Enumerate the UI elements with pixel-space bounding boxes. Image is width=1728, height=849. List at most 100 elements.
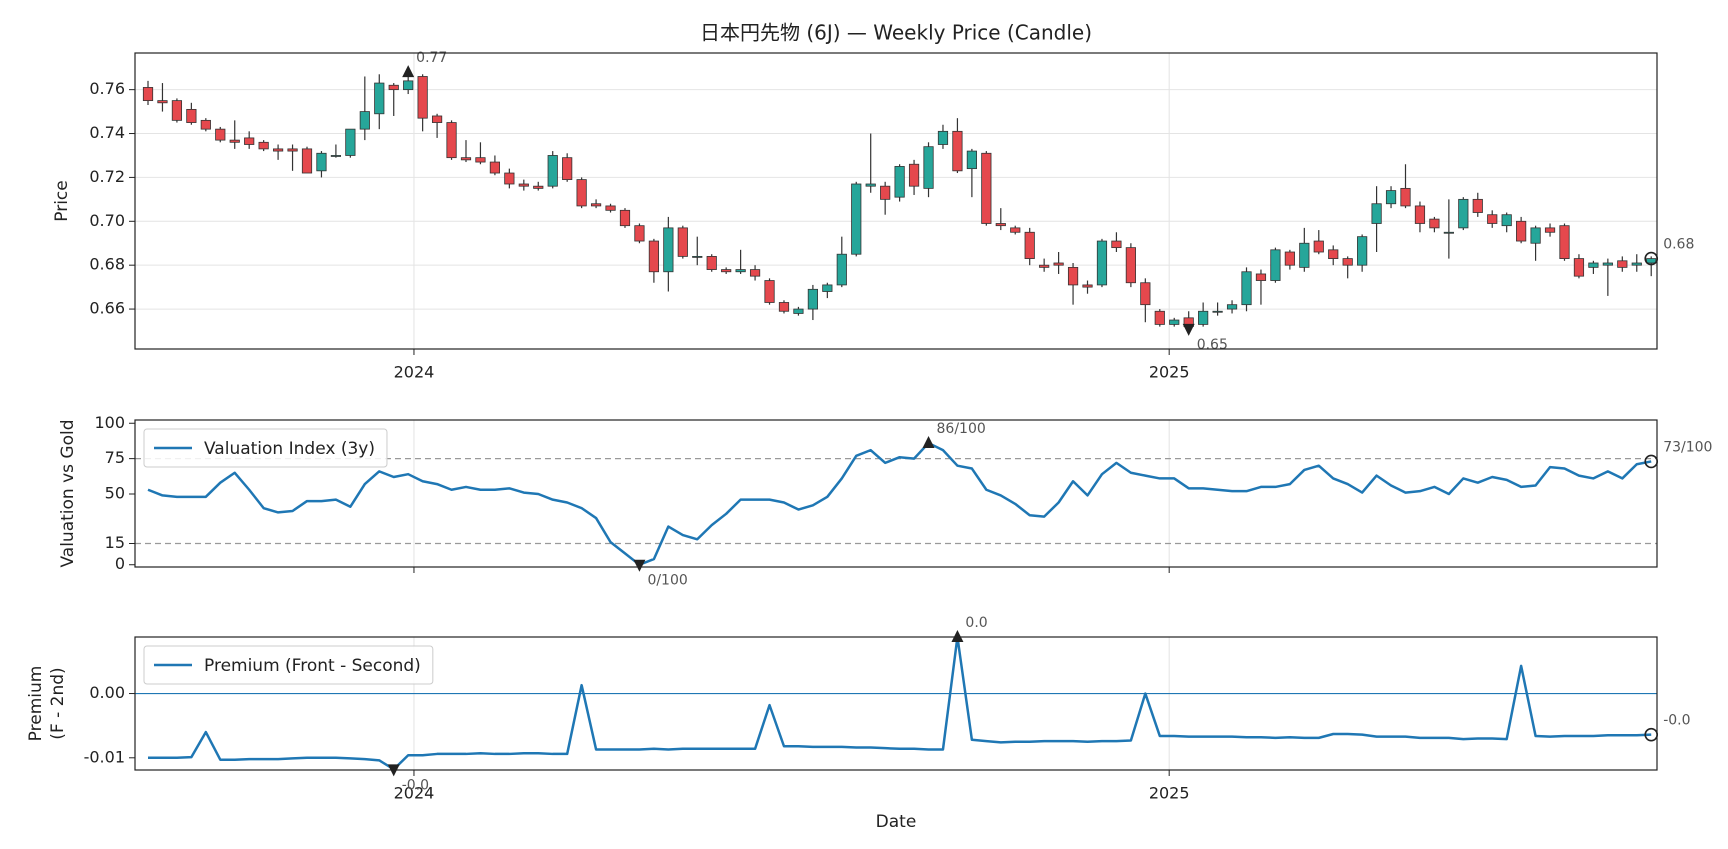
candle-body	[865, 183, 876, 187]
y-tick-label: 0.72	[89, 167, 125, 186]
candle-body	[244, 137, 255, 145]
candle-body	[1212, 310, 1223, 313]
marker-label: 86/100	[937, 421, 986, 437]
candle-body	[1385, 190, 1397, 205]
candle-body	[648, 240, 659, 273]
candle-body	[735, 269, 746, 273]
y-tick-label: 0.76	[89, 79, 125, 98]
legend-label: Premium (Front - Second)	[204, 656, 421, 676]
candle-body	[142, 87, 154, 102]
candle-body	[1573, 258, 1585, 277]
candle-body	[937, 130, 949, 145]
candle-body	[677, 227, 688, 257]
y-tick-label: 0.70	[89, 211, 125, 230]
candle-body	[1255, 273, 1267, 281]
candle-body	[1602, 262, 1613, 266]
candle-body	[1226, 304, 1238, 310]
candle-body	[1559, 225, 1570, 259]
marker-label: 0.77	[416, 50, 447, 66]
marker-label: 0.0	[965, 615, 987, 631]
candle-body	[330, 155, 342, 157]
candle-body	[272, 148, 284, 152]
candle-body	[1154, 310, 1165, 325]
candle-body	[1010, 227, 1021, 233]
candle-body	[475, 157, 486, 163]
marker-label: -0.0	[402, 777, 429, 793]
candle-body	[836, 253, 847, 286]
plot-frame	[134, 419, 1658, 568]
min-marker	[633, 559, 646, 572]
candle-body	[981, 152, 992, 224]
candle-body	[533, 185, 544, 189]
candle-body	[1400, 187, 1411, 207]
candle-body	[822, 284, 833, 292]
candle-body	[547, 155, 558, 187]
candle-body	[1501, 214, 1512, 227]
candle-body	[301, 148, 313, 174]
y-tick-label: -0.01	[84, 747, 125, 766]
marker-label: 0/100	[647, 573, 687, 589]
marker-label: 0.65	[1197, 337, 1228, 353]
candle-body	[923, 146, 934, 189]
x-tick-label: 2025	[1149, 784, 1190, 803]
marker-label: 0.68	[1663, 237, 1694, 253]
candle-body	[1458, 198, 1469, 229]
candle-body	[619, 209, 631, 227]
candle-body	[504, 172, 515, 185]
y-axis-label: Price	[52, 180, 72, 221]
plot-frame	[134, 636, 1658, 771]
candle-body	[417, 76, 428, 119]
candle-body	[605, 205, 616, 211]
candle-body	[1443, 231, 1454, 234]
candle-body	[1241, 271, 1252, 306]
candle-body	[374, 82, 385, 115]
candle-body	[287, 148, 298, 152]
legend-box	[143, 428, 388, 468]
candle-body	[1516, 220, 1527, 242]
y-axis-label: Premium	[26, 666, 46, 742]
candle-body	[590, 203, 602, 207]
candle-body	[1544, 227, 1556, 233]
plot-frame	[134, 52, 1658, 350]
y-tick-label: 100	[94, 413, 125, 432]
candle-body	[359, 111, 370, 130]
candle-body	[880, 185, 891, 200]
legend-box	[143, 645, 434, 685]
candle-body	[807, 288, 818, 310]
candle-body	[663, 227, 674, 273]
candle-body	[446, 122, 457, 159]
candle-body	[1053, 262, 1064, 266]
candle-body	[706, 256, 717, 270]
candle-body	[562, 157, 573, 181]
y-tick-label: 50	[105, 483, 125, 502]
candle-body	[1414, 205, 1426, 224]
candle-body	[1198, 310, 1209, 325]
y-tick-label: 0.74	[89, 123, 125, 142]
max-marker	[951, 630, 964, 642]
candle-body	[1039, 264, 1050, 268]
candle-body	[995, 223, 1006, 227]
candle-body	[1342, 258, 1353, 266]
y-tick-label: 0.00	[89, 683, 125, 702]
x-axis-label: Date	[876, 812, 917, 832]
y-tick-label: 0	[115, 554, 125, 573]
candle-body	[1067, 266, 1079, 286]
candle-body	[1082, 284, 1093, 288]
candle-body	[1270, 249, 1281, 281]
x-tick-label: 2024	[394, 363, 435, 382]
candle-body	[1617, 260, 1628, 268]
min-marker	[1182, 323, 1195, 336]
candle-body	[431, 115, 443, 123]
candle-body	[1328, 249, 1339, 259]
candle-body	[1169, 319, 1180, 325]
candle-body	[171, 100, 183, 121]
candle-body	[793, 308, 804, 314]
y-tick-label: 0.68	[89, 255, 125, 274]
candle-body	[258, 141, 269, 150]
candle-body	[1140, 282, 1151, 306]
candle-body	[388, 84, 399, 91]
max-marker	[402, 65, 415, 78]
candle-body	[692, 256, 703, 258]
